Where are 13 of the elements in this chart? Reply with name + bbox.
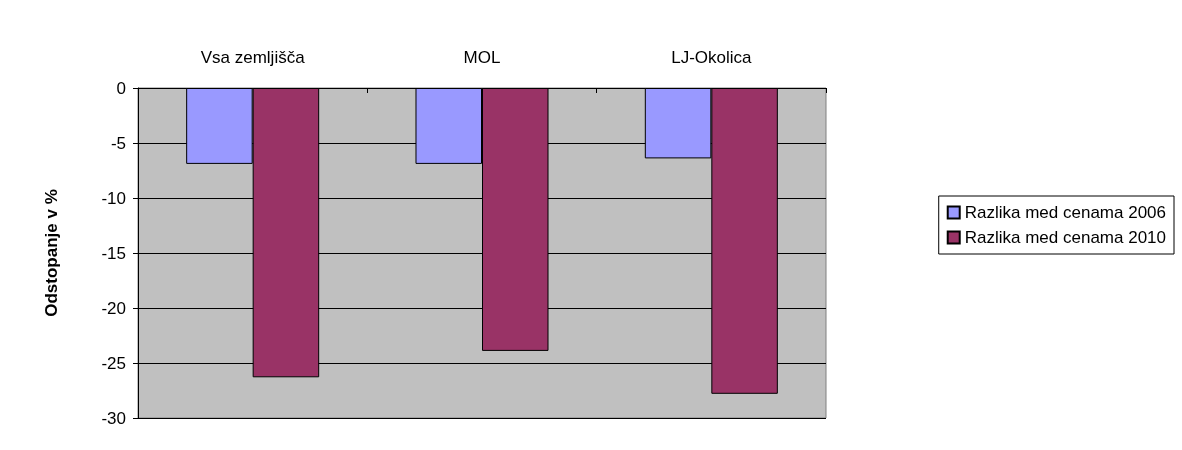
x-tick-label: Vsa zemljišča [200,48,306,67]
y-tick-label: -20 [101,298,126,318]
y-axis-title: Odstopanje v % [42,189,61,317]
y-tick-label: 0 [116,78,126,98]
y-tick-label: -30 [101,408,126,428]
legend-label: Razlika med cenama 2006 [964,203,1166,222]
legend-label: Razlika med cenama 2010 [964,228,1166,247]
y-tick-label: -15 [101,243,126,263]
y-tick-label: -25 [101,353,126,373]
y-tick-label: -10 [101,188,126,208]
x-tick-label: LJ-Okolica [671,48,753,67]
x-tick-label: MOL [463,48,501,67]
y-tick-label: -5 [110,133,126,153]
